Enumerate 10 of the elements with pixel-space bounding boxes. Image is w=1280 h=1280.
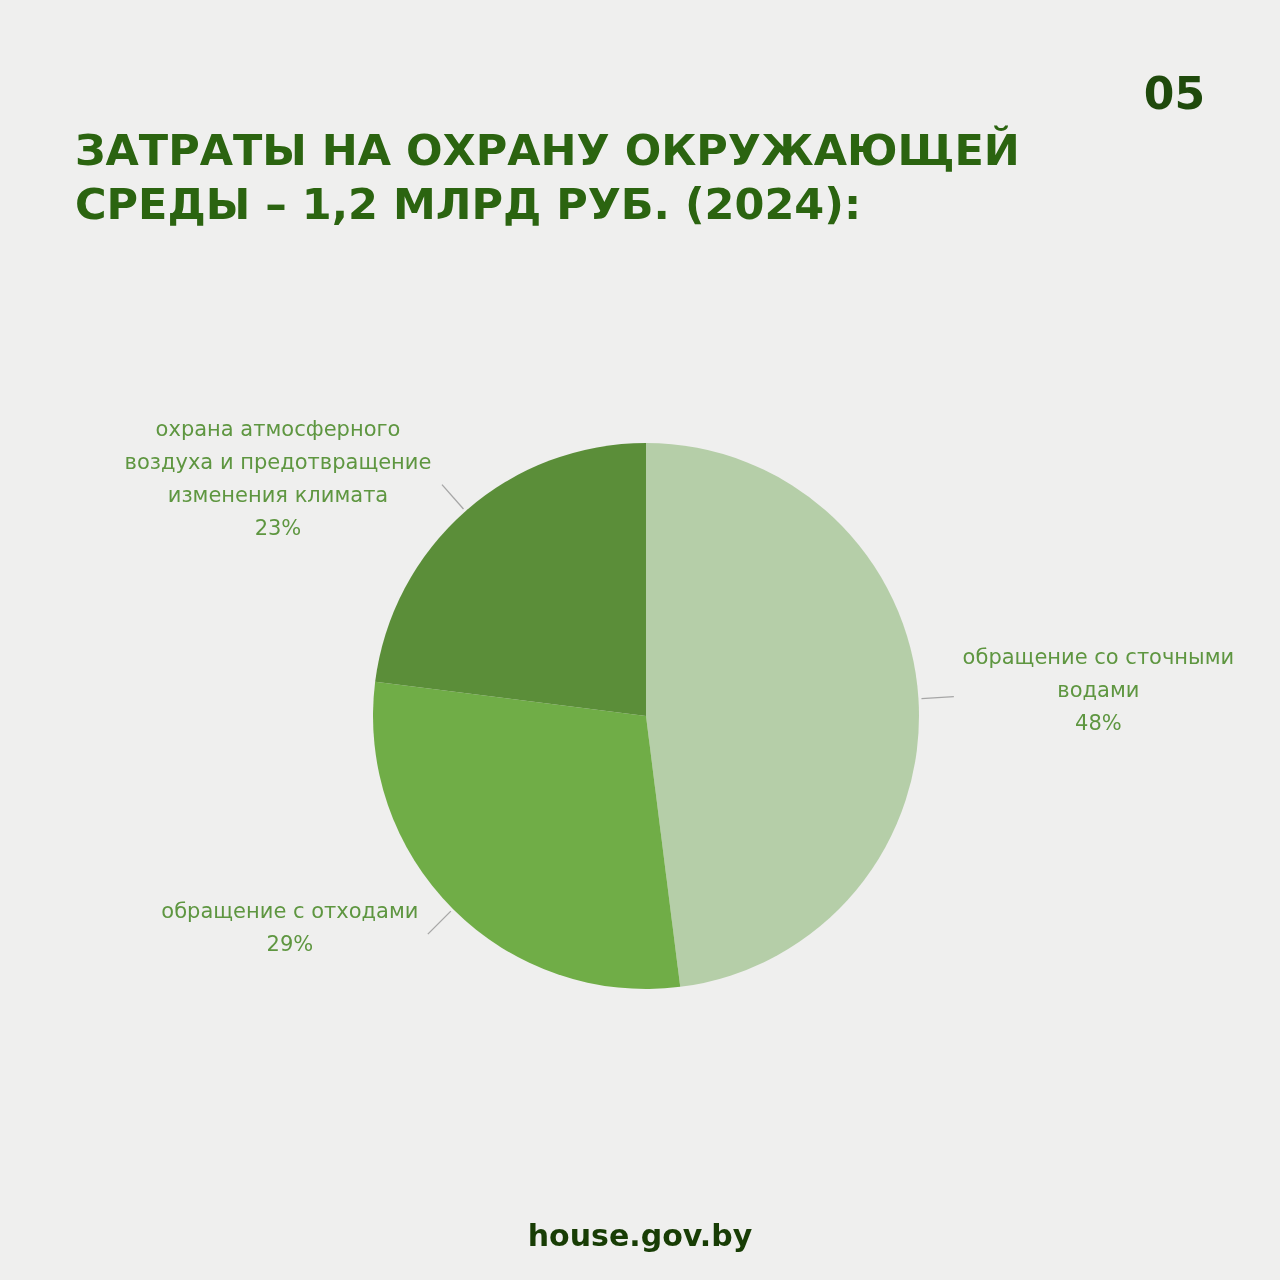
data-label: 29% [266,932,314,957]
chart-title: ЗАТРАТЫ НА ОХРАНУ ОКРУЖАЮЩЕЙ СРЕДЫ – 1,2 МЛРД РУБ. (2024): [75,125,1020,229]
data-label: 48% [1075,711,1122,736]
text: 05 [1143,68,1205,119]
slice-label: обращение со сточными водами [962,645,1235,703]
text: house.gov.by [527,1218,753,1253]
slice-label: обращение с отходами [161,899,419,924]
slice-label: охрана атмосферного воздуха и предотвращение изменения климата [124,416,432,507]
data-label: 23% [254,515,302,540]
pie-slice [646,443,919,987]
